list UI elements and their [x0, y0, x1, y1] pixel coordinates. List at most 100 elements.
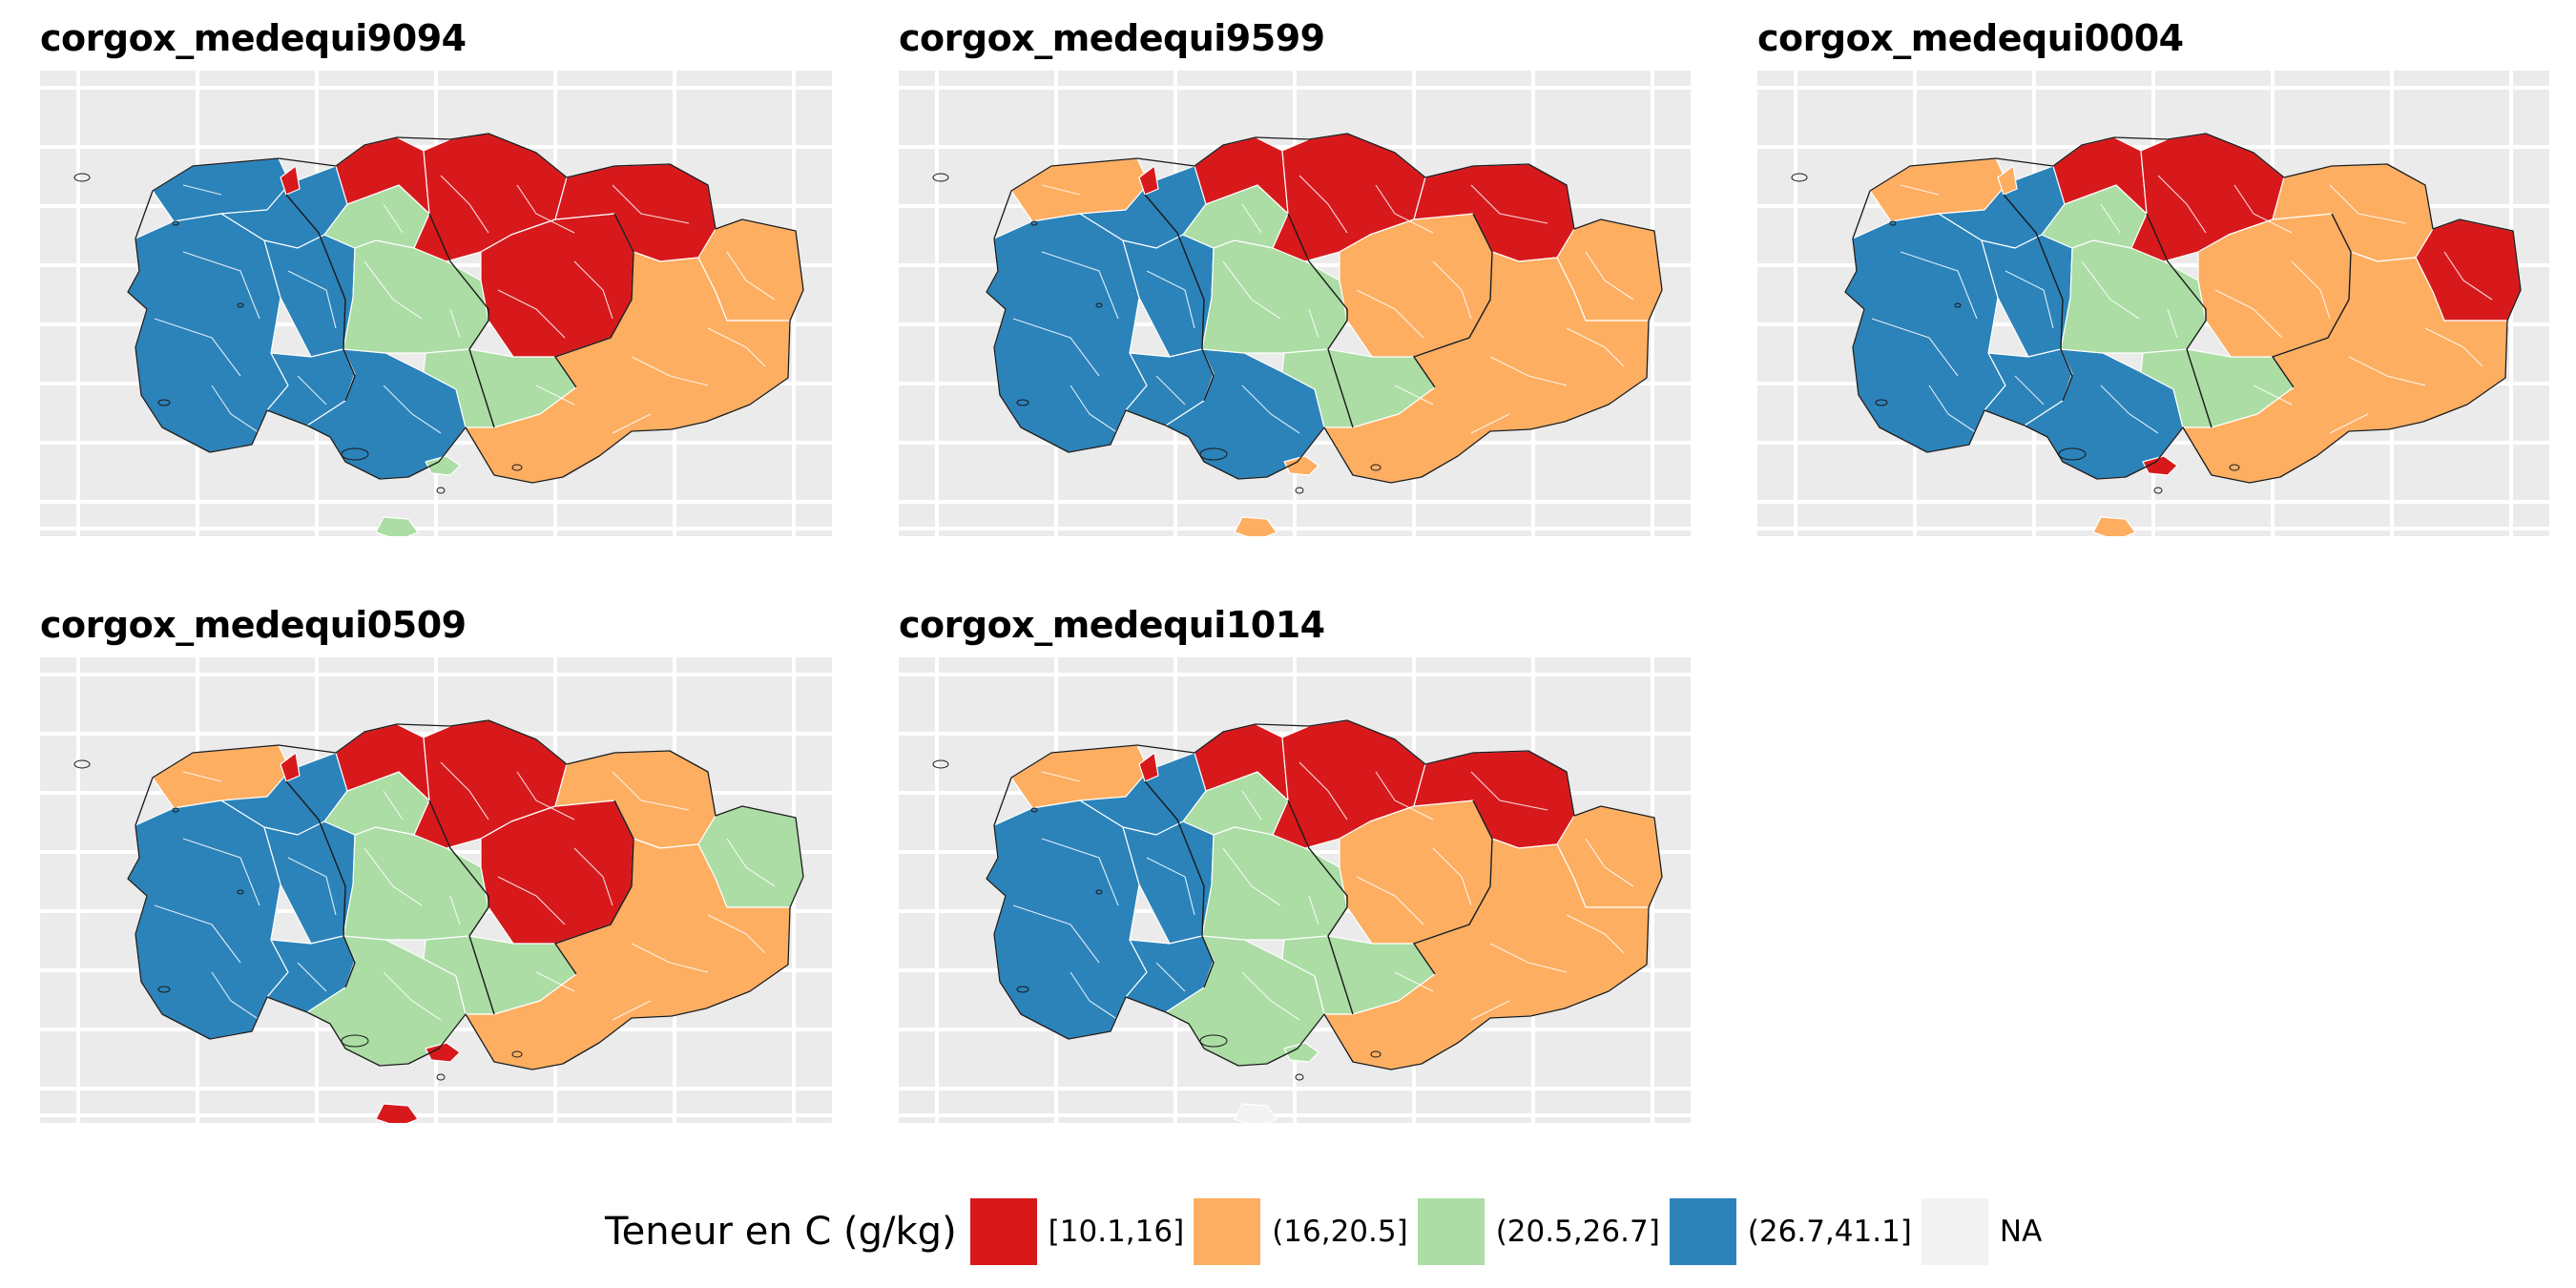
commune-border — [154, 318, 241, 377]
commune-border — [1241, 971, 1300, 1021]
legend-swatch — [1669, 1198, 1736, 1265]
commune-border — [364, 847, 423, 906]
commune-border — [1375, 771, 1434, 821]
coastline — [986, 133, 1663, 484]
commune-border — [383, 971, 442, 1021]
map-zone-n-island — [1138, 752, 1159, 782]
commune-lines — [1871, 175, 2493, 434]
commune-border — [2291, 260, 2331, 320]
department-borders — [1144, 780, 1493, 1015]
map-svg — [40, 657, 832, 1123]
islet — [1095, 889, 1103, 895]
commune-border — [1012, 318, 1100, 377]
department-border — [1412, 213, 1493, 388]
commune-border — [154, 904, 241, 964]
islet — [1030, 807, 1038, 813]
islet — [1199, 1034, 1228, 1048]
commune-border — [364, 260, 423, 320]
map-svg — [899, 71, 1691, 536]
commune-border — [2100, 203, 2121, 234]
islet — [2058, 447, 2087, 461]
department-border — [1412, 800, 1493, 975]
commune-border — [726, 838, 776, 887]
map-zone-c — [2060, 239, 2207, 354]
islet — [1199, 447, 1228, 461]
commune-border — [1900, 251, 1978, 320]
commune-border — [726, 251, 776, 301]
department-border — [2146, 213, 2212, 428]
islet — [1791, 173, 1808, 182]
commune-border — [1470, 413, 1510, 434]
commune-border — [1470, 1000, 1510, 1021]
commune-border — [573, 847, 613, 906]
region-zones — [127, 719, 804, 1123]
commune-border — [211, 971, 260, 1021]
department-border — [285, 194, 356, 402]
commune-border — [612, 771, 690, 811]
islet — [341, 447, 369, 461]
commune-border — [1146, 857, 1195, 916]
islet — [172, 220, 179, 226]
commune-border — [1155, 375, 1186, 405]
commune-border — [1356, 876, 1424, 925]
panel-title: corgox_medequi9599 — [899, 17, 1325, 59]
department-borders — [2003, 194, 2352, 428]
commune-lines — [154, 175, 776, 434]
commune-border — [2443, 251, 2493, 301]
commune-border — [2424, 327, 2483, 367]
islet — [341, 1034, 369, 1048]
islet — [237, 889, 244, 895]
panel-title: corgox_medequi0509 — [40, 604, 467, 646]
map-svg — [899, 657, 1691, 1123]
commune-border — [1432, 260, 1472, 320]
legend-item: (26.7,41.1] — [1669, 1198, 1912, 1265]
commune-border — [297, 375, 327, 405]
legend: Teneur en C (g/kg) [10.1,16] (16,20.5] (… — [605, 1197, 2051, 1266]
coastline — [127, 133, 804, 484]
commune-border — [1585, 251, 1634, 301]
commune-border — [1308, 308, 1319, 339]
islet — [511, 464, 523, 471]
map-zone-isle — [375, 1103, 419, 1123]
legend-title: Teneur en C (g/kg) — [605, 1210, 957, 1254]
map-zone-isle — [1234, 516, 1278, 536]
commune-border — [1155, 962, 1186, 992]
commune-border — [2329, 413, 2369, 434]
commune-border — [535, 384, 575, 405]
commune-border — [1489, 943, 1568, 973]
map-zone-n-island — [280, 165, 301, 196]
department-border — [1287, 213, 1354, 428]
islet — [932, 173, 949, 182]
commune-border — [1070, 384, 1119, 434]
commune-border — [383, 384, 442, 434]
coastline — [986, 719, 1663, 1070]
commune-border — [1871, 318, 1959, 377]
region-zones — [986, 719, 1663, 1123]
commune-border — [449, 308, 461, 339]
legend-item: (16,20.5] — [1194, 1198, 1408, 1265]
commune-border — [631, 943, 709, 973]
commune-border — [2214, 289, 2283, 339]
commune-border — [1928, 384, 1978, 434]
islet — [436, 487, 446, 494]
commune-border — [182, 184, 222, 196]
department-border — [428, 213, 495, 428]
commune-border — [2005, 270, 2054, 329]
commune-border — [1432, 847, 1472, 906]
commune-border — [1070, 971, 1119, 1021]
commune-border — [1241, 203, 1262, 234]
coastline — [1844, 133, 2522, 484]
commune-border — [440, 761, 489, 821]
commune-border — [707, 914, 766, 954]
map-plot — [899, 657, 1691, 1123]
panel-title: corgox_medequi9094 — [40, 17, 467, 59]
commune-border — [383, 790, 404, 821]
commune-border — [1566, 327, 1625, 367]
islet — [1016, 986, 1029, 993]
commune-border — [2167, 308, 2178, 339]
islet — [1954, 302, 1962, 308]
commune-border — [1222, 260, 1281, 320]
commune-border — [1041, 184, 1081, 196]
commune-border — [1470, 184, 1548, 224]
legend-swatch — [969, 1198, 1037, 1265]
